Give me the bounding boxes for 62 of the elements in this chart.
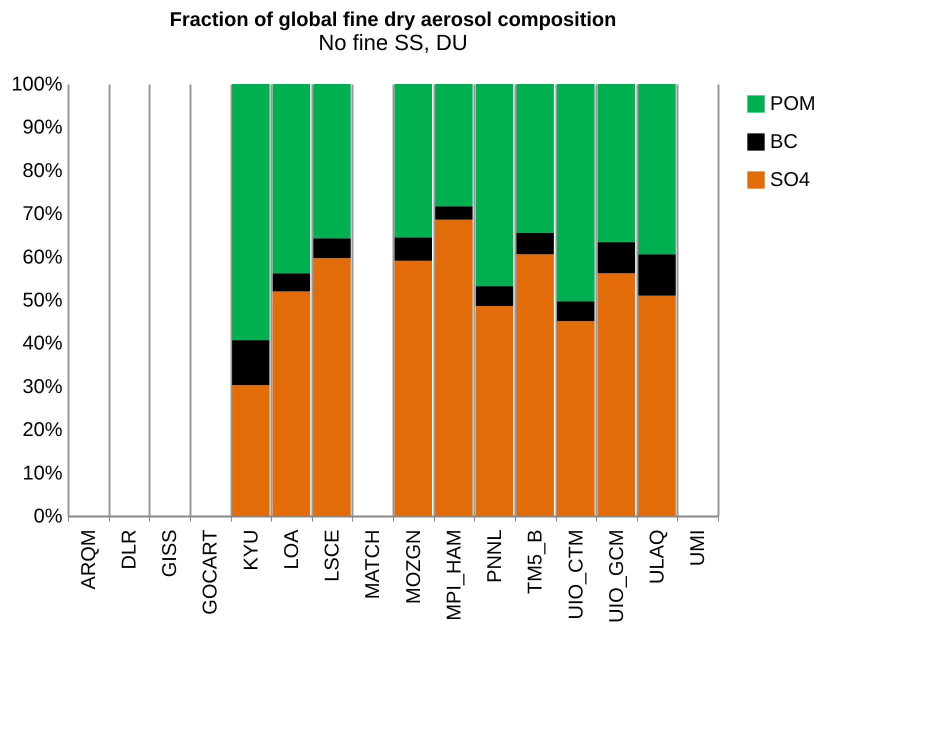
y-tick-label: 100% — [11, 74, 63, 96]
bar — [516, 84, 554, 234]
bar — [598, 273, 636, 516]
x-tick-label: KYU — [240, 530, 262, 571]
bar — [598, 242, 636, 274]
legend-label: BC — [770, 131, 798, 153]
bar — [598, 84, 636, 242]
bar — [435, 206, 473, 220]
x-tick-label: GISS — [159, 530, 182, 578]
text: No fine SS, DU — [318, 30, 468, 55]
bar — [516, 233, 554, 254]
bar — [476, 84, 514, 286]
bar — [394, 260, 432, 516]
legend-label: SO4 — [770, 169, 810, 191]
x-tick-label: MATCH — [362, 530, 384, 600]
y-tick-label: 10% — [22, 462, 63, 484]
bar — [313, 258, 351, 516]
chart-title: Fraction of global fine dry aerosol composition — [170, 9, 616, 31]
x-tick-label: LOA — [280, 528, 303, 570]
x-tick-label: TM5_B — [524, 530, 547, 594]
x-tick-label: MPI_HAM — [443, 530, 466, 621]
x-tick-label: UIO_GCM — [606, 530, 628, 623]
bar — [638, 296, 676, 516]
y-tick-label: 0% — [34, 506, 63, 528]
y-tick-label: 60% — [22, 246, 63, 268]
bar — [557, 301, 594, 322]
x-tick-label: PNNL — [484, 530, 506, 583]
bar — [435, 84, 473, 206]
bar — [638, 254, 676, 296]
bar — [313, 84, 351, 238]
bar — [516, 254, 554, 516]
y-tick-label: 80% — [22, 160, 63, 182]
bar — [272, 273, 310, 292]
bar — [232, 340, 270, 386]
x-tick-label: DLR — [118, 530, 140, 570]
bar — [272, 291, 310, 516]
y-tick-label: 40% — [22, 332, 63, 355]
bar — [476, 306, 514, 516]
bar — [476, 286, 514, 306]
bar — [435, 220, 473, 516]
y-tick-label: 20% — [22, 419, 63, 442]
bar — [557, 321, 594, 516]
x-tick-label: ULAQ — [646, 530, 669, 584]
x-tick-label: GOCART — [200, 530, 222, 615]
legend-label: POM — [770, 93, 816, 115]
y-tick-label: 90% — [22, 116, 63, 139]
x-tick-label: UIO_CTM — [565, 530, 588, 620]
bar — [313, 238, 351, 258]
bar — [394, 237, 432, 261]
y-tick-label: 70% — [22, 203, 63, 226]
x-tick-label: UMI — [687, 530, 710, 566]
bar — [272, 84, 310, 274]
y-tick-label: 30% — [22, 376, 63, 398]
bar — [394, 84, 432, 238]
x-tick-label: ARQM — [78, 530, 100, 590]
bar — [638, 84, 676, 254]
bar — [557, 84, 594, 302]
bar — [232, 385, 270, 516]
y-tick-label: 50% — [22, 290, 63, 312]
x-tick-label: MOZGN — [402, 530, 425, 604]
x-tick-label: LSCE — [322, 530, 344, 582]
bar — [232, 84, 270, 340]
